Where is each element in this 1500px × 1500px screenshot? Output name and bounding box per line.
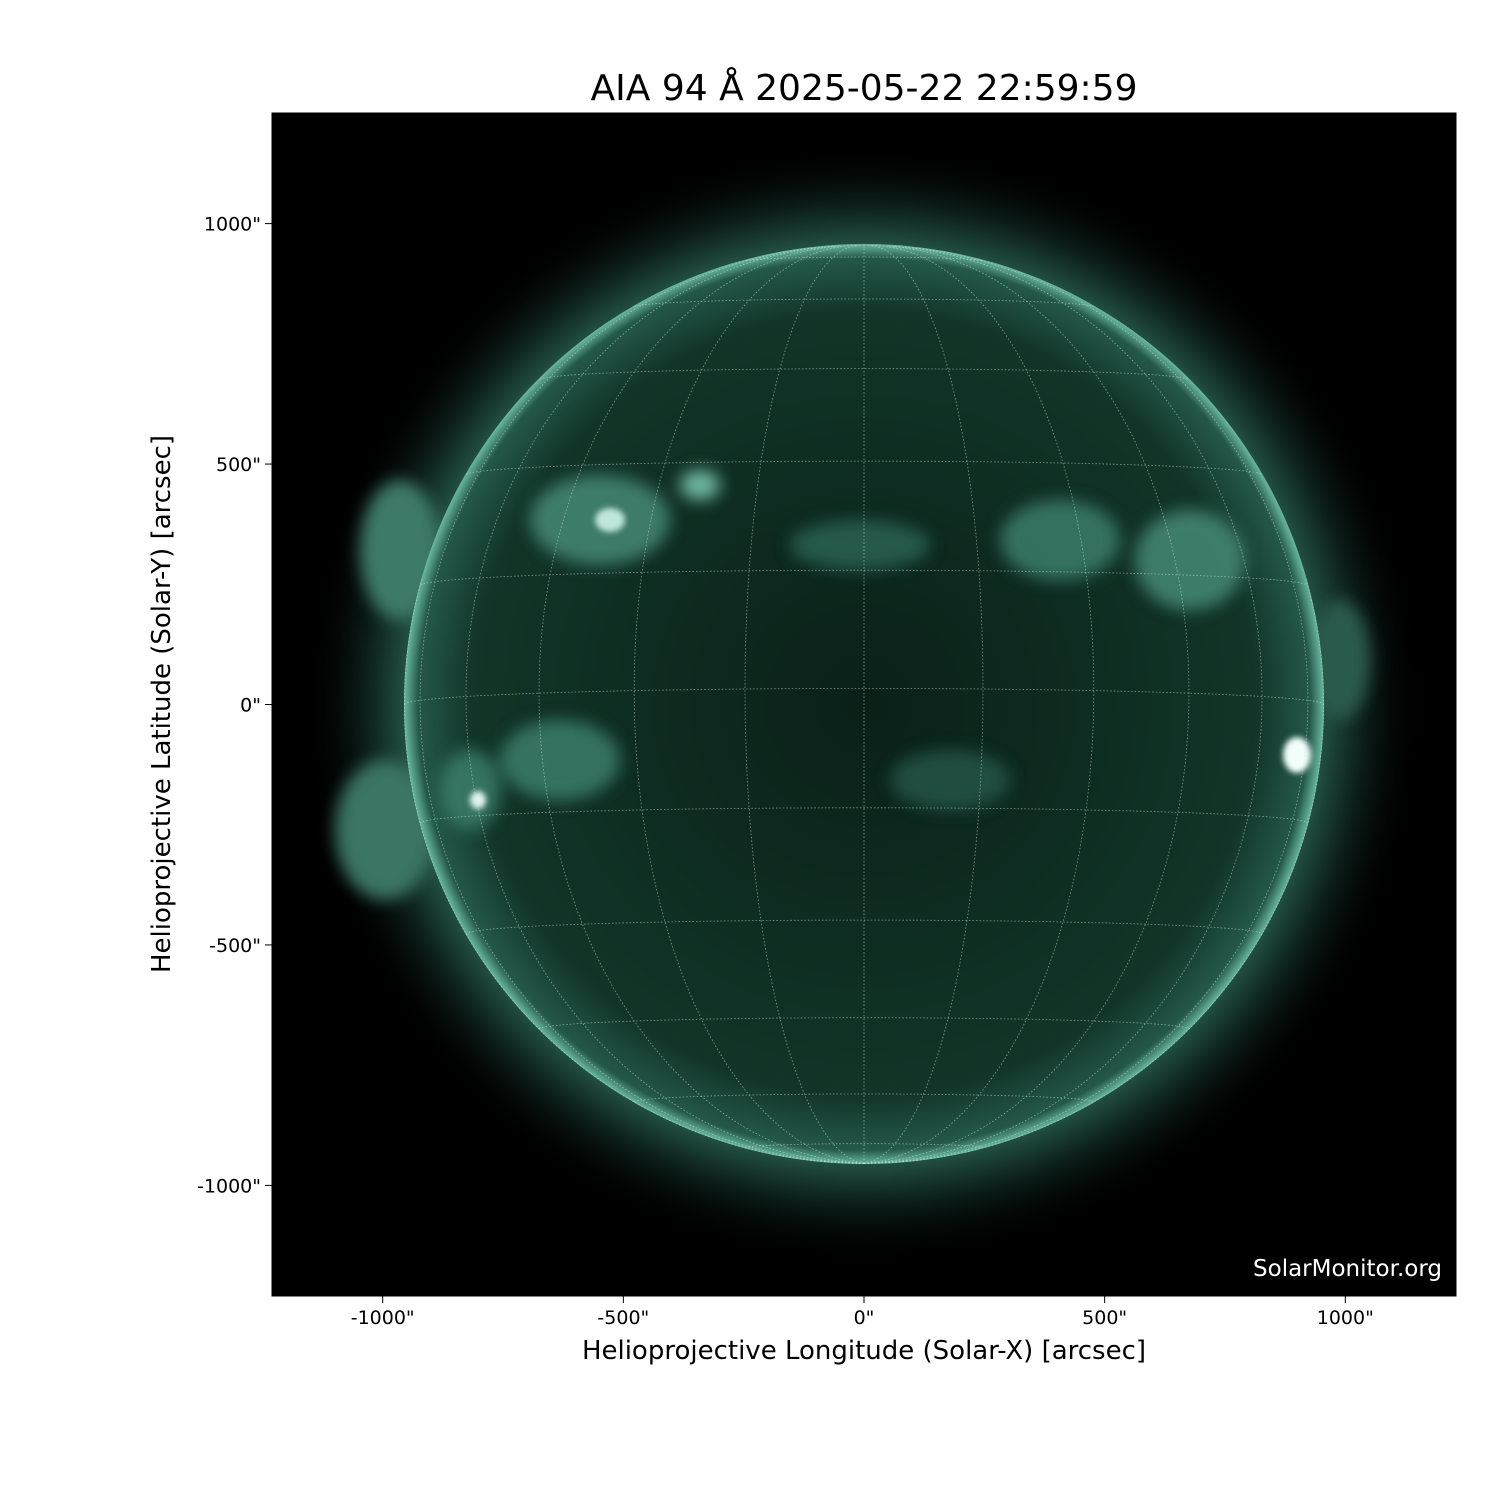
y-tick-label: 1000" — [204, 214, 261, 236]
x-tick-label: -1000" — [351, 1307, 415, 1329]
longitude-line — [863, 245, 1263, 1164]
y-tick-label: 0" — [240, 695, 261, 717]
latitude-line — [744, 1143, 984, 1149]
x-axis-label: Helioprojective Longitude (Solar-X) [arc… — [581, 1336, 1147, 1366]
axis-ticks: -1000" -500" 0" 500" 1000" -1000" -500" 0" 500" 1… — [197, 214, 1374, 1329]
longitude-line — [863, 247, 1309, 1164]
x-tick-label: -500" — [597, 1307, 649, 1329]
latitude-line — [746, 256, 982, 261]
latitude-line — [420, 569, 1308, 586]
credit-watermark: SolarMonitor.org — [1253, 1256, 1442, 1282]
latitude-line — [465, 460, 1263, 475]
y-axis-label: Helioprojective Latitude (Solar-Y) [arcs… — [147, 434, 177, 974]
longitude-line — [465, 245, 865, 1164]
x-tick-label: 1000" — [1317, 1307, 1374, 1329]
x-tick-label: 0" — [854, 1307, 875, 1329]
y-tick-label: 500" — [216, 454, 261, 476]
longitude-line — [538, 245, 865, 1164]
chart-title: AIA 94 Å 2025-05-22 22:59:59 — [590, 68, 1138, 109]
longitude-line — [744, 244, 865, 1164]
longitude-line — [863, 577, 1325, 1164]
longitude-line — [863, 244, 984, 1164]
x-tick-label: 500" — [1082, 1307, 1127, 1329]
latitude-line — [634, 298, 1094, 307]
latitude-line — [419, 807, 1309, 824]
heliographic-grid — [403, 244, 1325, 1164]
longitude-line — [633, 244, 865, 1164]
active-regions — [440, 470, 1245, 830]
latitude-line — [465, 919, 1263, 935]
y-tick-label: -500" — [209, 935, 261, 957]
longitude-line — [863, 245, 1190, 1164]
y-tick-label: -1000" — [197, 1175, 261, 1197]
longitude-line — [419, 247, 865, 1164]
latitude-line — [538, 1017, 1190, 1030]
longitude-line — [863, 244, 1095, 1164]
longitude-line — [403, 577, 865, 1164]
